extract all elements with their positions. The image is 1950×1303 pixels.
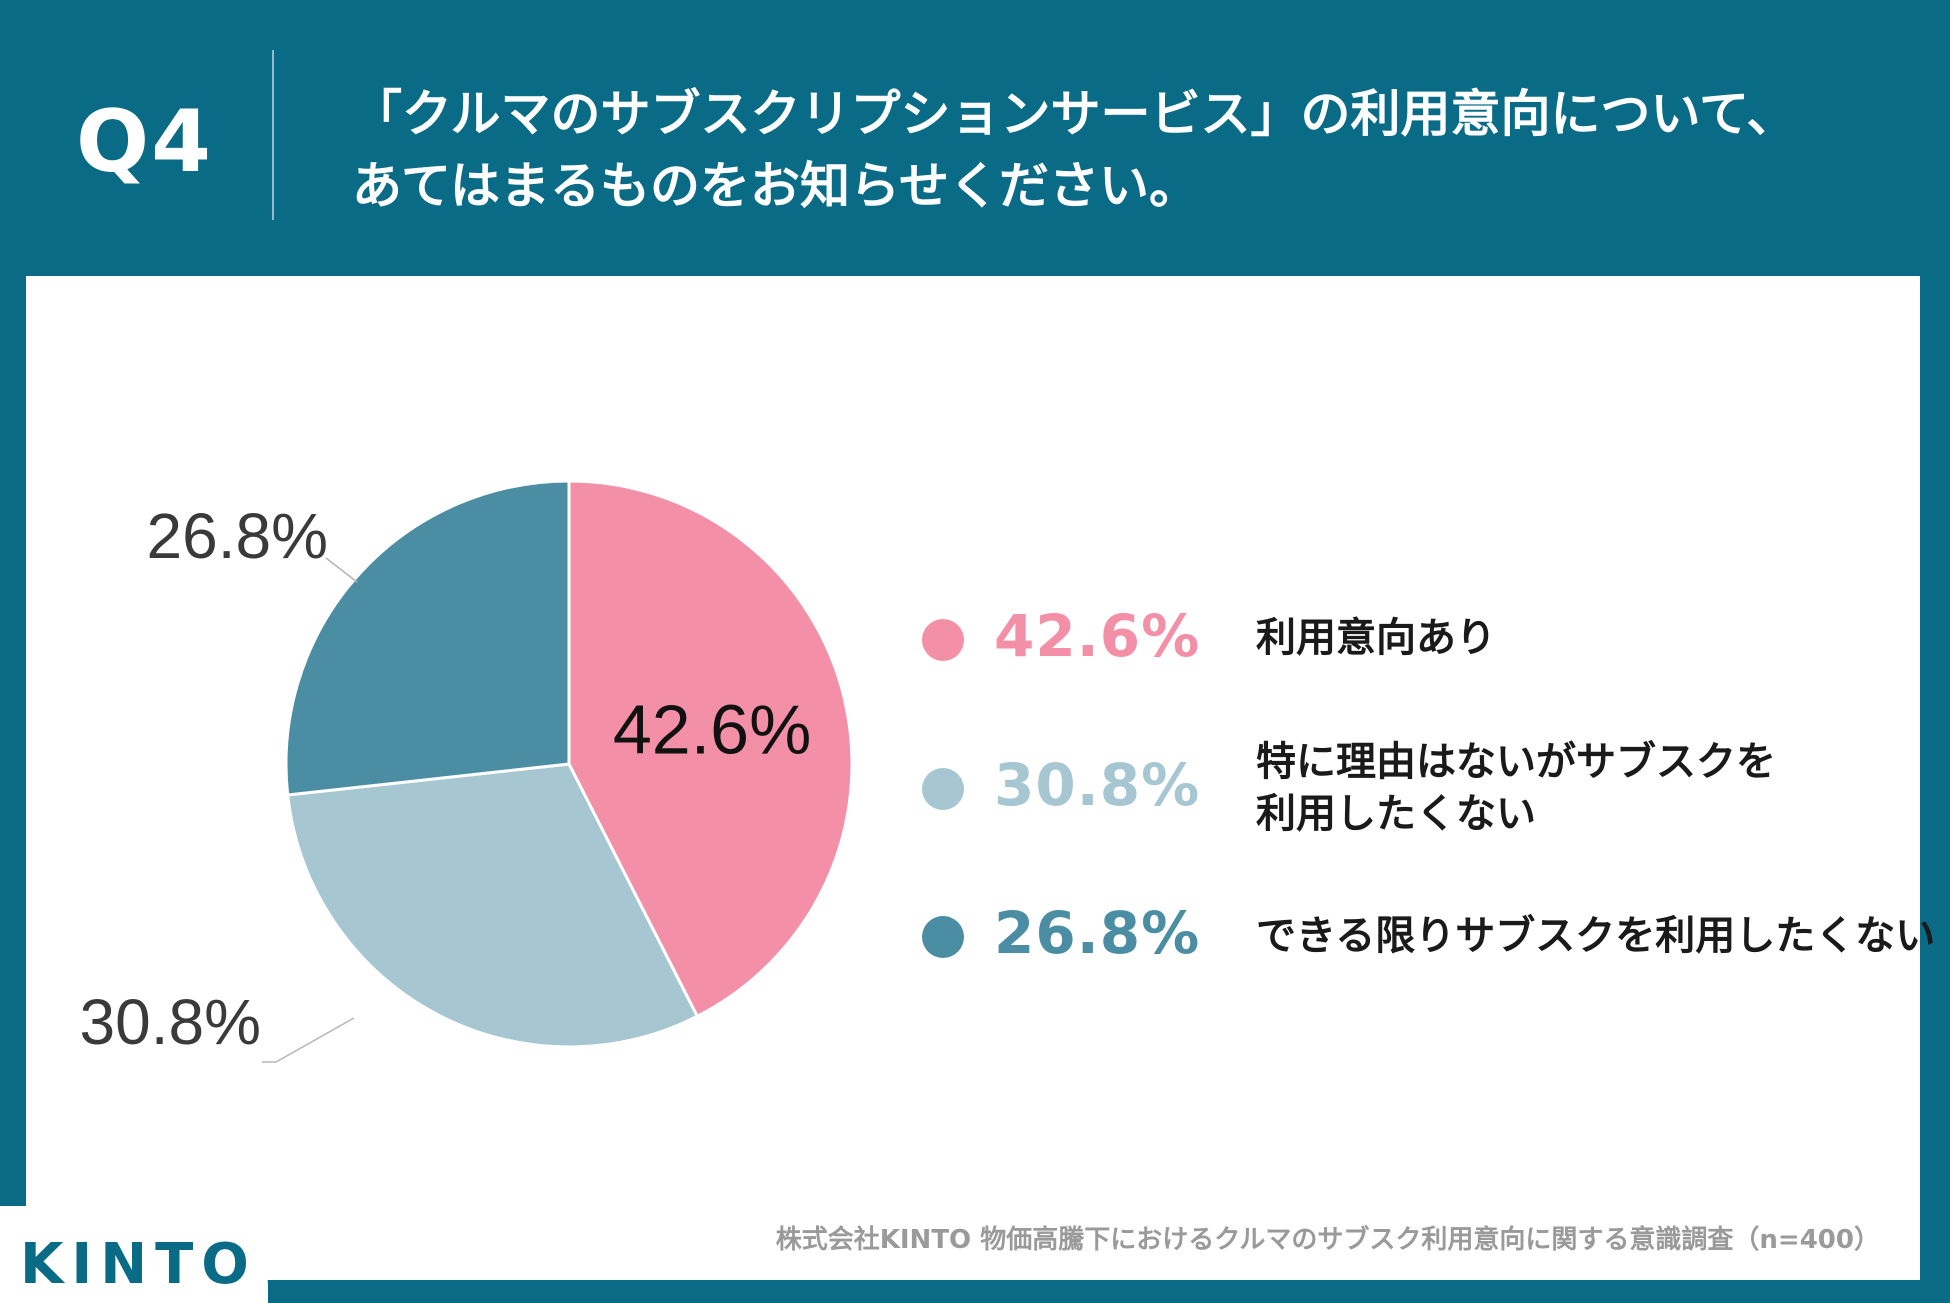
legend-label-2: 特に理由はないがサブスクを 利用したくない <box>1256 736 1776 840</box>
question-number: Q4 <box>76 92 213 192</box>
pie-label-2: 30.8% <box>80 986 261 1058</box>
legend-label-3-line-1: できる限りサブスクを利用したくない <box>1256 913 1936 959</box>
legend-dot-2 <box>922 768 964 810</box>
pie-leader-line-3 <box>325 557 358 583</box>
kinto-logo: KINTO <box>20 1232 257 1297</box>
header-divider <box>272 50 274 220</box>
legend-label-2-line-2: 利用したくない <box>1256 791 1536 837</box>
legend-label-1-line-1: 利用意向あり <box>1256 615 1496 661</box>
pie-slice-1 <box>567 479 854 1019</box>
survey-source: 株式会社KINTO 物価高騰下におけるクルマのサブスク利用意向に関する意識調査（… <box>775 1225 1880 1255</box>
question-title-line-2: あてはまるものをお知らせください。 <box>352 157 1199 215</box>
chart-panel: 42.6% 30.8% 26.8% 42.6% 利用意向あり 30.8% 特に理由は… <box>26 276 1935 1280</box>
pie-label-1: 42.6% <box>613 691 811 769</box>
logo-tab <box>0 1206 268 1303</box>
legend-dot-3 <box>922 916 964 958</box>
legend-pct-1: 42.6% <box>994 602 1201 670</box>
pie-slice-3 <box>284 479 571 797</box>
pie-leader-line-2 <box>262 1017 355 1063</box>
pie-label-3: 26.8% <box>147 500 328 572</box>
pie-chart: 42.6% 30.8% 26.8% <box>80 479 854 1063</box>
legend-label-3: できる限りサブスクを利用したくない <box>1256 910 1935 962</box>
header: Q4 「クルマのサブスクリプションサービス」の利用意向について、 あてはまるもの… <box>0 0 1950 272</box>
legend-dot-1 <box>922 619 964 661</box>
question-title-line-1: 「クルマのサブスクリプションサービス」の利用意向について、 <box>352 85 1797 143</box>
legend-label-2-line-1: 特に理由はないがサブスクを <box>1256 739 1776 785</box>
question-title: 「クルマのサブスクリプションサービス」の利用意向について、 あてはまるものをお知… <box>352 78 1797 222</box>
legend-label-1: 利用意向あり <box>1256 612 1496 664</box>
pie-slice-2 <box>286 762 700 1049</box>
legend-pct-2: 30.8% <box>994 751 1201 819</box>
legend-pct-3: 26.8% <box>994 899 1201 967</box>
